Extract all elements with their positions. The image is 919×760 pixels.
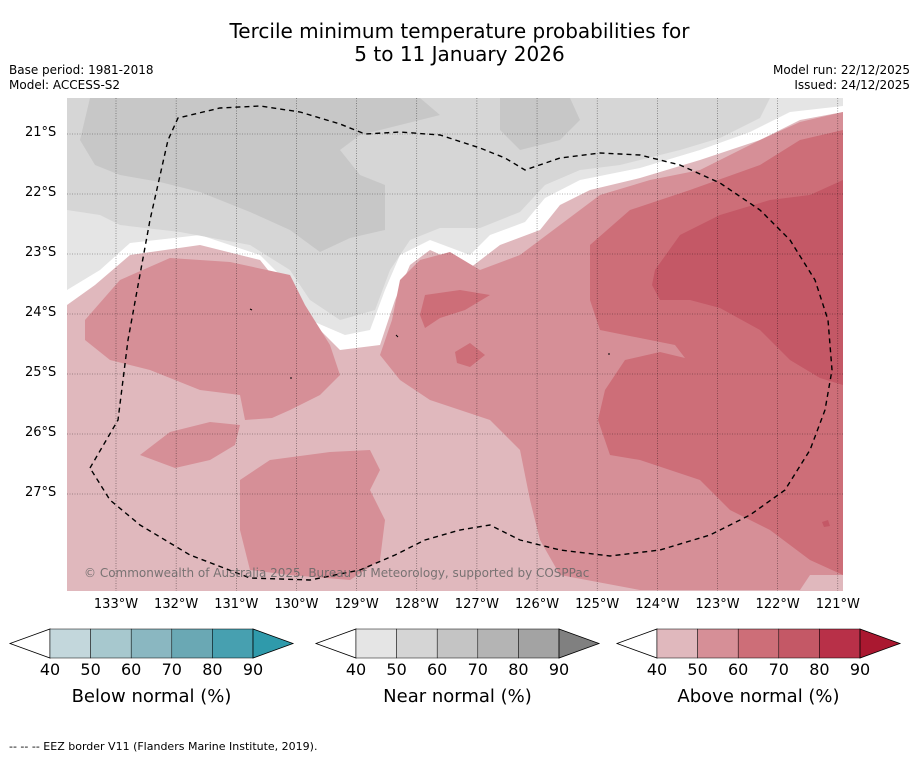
lon-tick-label: 129°W [334, 597, 379, 612]
lat-tick-label: 27°S [25, 485, 57, 500]
lon-tick-label: 126°W [514, 597, 560, 612]
colorbar-max-extension [859, 628, 902, 659]
colorbar-segment [90, 628, 132, 659]
lon-tick-label: 127°W [454, 597, 499, 612]
lon-tick-label: 122°W [755, 597, 800, 612]
lat-tick-label: 26°S [25, 425, 57, 440]
lon-tick-label: 123°W [695, 597, 740, 612]
region-above-60-patch2 [455, 343, 485, 367]
colorbar-segment [436, 628, 479, 659]
colorbar-tick-label: 80 [508, 660, 529, 679]
lon-tick-label: 128°W [394, 597, 439, 612]
region-above-50-left [85, 258, 340, 420]
issued-date: Issued: 24/12/2025 [794, 78, 910, 92]
lon-tick-label: 124°W [635, 597, 680, 612]
model-run: Model run: 22/12/2025 [772, 63, 910, 77]
colorbar-segment [477, 628, 519, 659]
colorbar-tick-label: 90 [548, 660, 570, 679]
graticule [67, 98, 843, 591]
colorbar-segment [819, 628, 861, 659]
colorbar [615, 628, 902, 659]
lat-tick-label: 22°S [25, 185, 57, 200]
colorbar-tick-label: 60 [121, 660, 142, 679]
colorbar-tick-label: 80 [202, 660, 223, 679]
colorbar-segment [396, 628, 438, 659]
footer-note: -- -- -- EEZ border V11 (Flanders Marine… [9, 740, 318, 753]
colorbar-tick-label: 60 [427, 660, 448, 679]
lat-tick-label: 21°S [25, 125, 57, 140]
colorbar-segment [518, 628, 560, 659]
lon-tick-label: 130°W [274, 597, 319, 612]
colorbar [8, 628, 295, 659]
lat-tick-label: 24°S [25, 305, 57, 320]
colorbar-title: Above normal (%) [677, 686, 840, 707]
lon-tick-label: 121°W [815, 597, 860, 612]
colorbar-legends [8, 628, 902, 659]
colorbar-segment [49, 628, 91, 659]
colorbar-max-extension [252, 628, 295, 659]
title-line-2: 5 to 11 January 2026 [354, 42, 565, 66]
colorbar-segment [171, 628, 213, 659]
colorbar-tick-label: 80 [809, 660, 830, 679]
colorbar-segment [656, 628, 698, 659]
lon-tick-label: 131°W [214, 597, 259, 612]
colorbar-min-extension [615, 628, 658, 659]
colorbar-tick-label: 40 [646, 660, 668, 679]
region-above-70-patch [822, 520, 830, 527]
eez-border [89, 105, 833, 581]
region-near-60b [500, 98, 580, 150]
colorbar [314, 628, 601, 659]
colorbar-tick-label: 60 [728, 660, 749, 679]
colorbar-segment [778, 628, 820, 659]
colorbar-min-extension [8, 628, 51, 659]
colorbar-tick-label: 40 [39, 660, 61, 679]
small-marker-3 [395, 334, 399, 338]
colorbar-min-extension [314, 628, 357, 659]
colorbar-segment [130, 628, 173, 659]
region-above-60-patch1 [420, 290, 490, 328]
colorbar-tick-label: 70 [161, 660, 182, 679]
colorbar-tick-label: 40 [345, 660, 367, 679]
colorbar-segment [355, 628, 397, 659]
copyright-notice: © Commonwealth of Australia 2025, Bureau… [84, 566, 589, 580]
lon-tick-label: 125°W [575, 597, 620, 612]
colorbar-title: Below normal (%) [71, 686, 232, 707]
colorbar-tick-label: 50 [386, 660, 407, 679]
model-name: Model: ACCESS-S2 [9, 78, 121, 92]
colorbar-segment [697, 628, 739, 659]
colorbar-segment [737, 628, 780, 659]
colorbar-tick-label: 90 [849, 660, 871, 679]
lon-tick-label: 132°W [154, 597, 199, 612]
title-line-1: Tercile minimum temperature probabilitie… [229, 19, 690, 43]
colorbar-tick-label: 70 [467, 660, 488, 679]
colorbar-title: Near normal (%) [383, 686, 532, 707]
region-above-50-south [240, 450, 385, 580]
lon-tick-label: 133°W [93, 597, 139, 612]
region-above-50-swpatch [140, 422, 240, 468]
colorbar-tick-label: 90 [242, 660, 264, 679]
colorbar-tick-label: 50 [80, 660, 101, 679]
base-period: Base period: 1981-2018 [9, 63, 154, 77]
colorbar-segment [212, 628, 254, 659]
colorbar-tick-label: 70 [768, 660, 789, 679]
colorbar-max-extension [558, 628, 601, 659]
region-above-70 [652, 180, 843, 385]
small-marker-1 [249, 308, 253, 311]
colorbar-tick-label: 50 [687, 660, 708, 679]
lat-tick-label: 25°S [25, 365, 57, 380]
lat-tick-label: 23°S [25, 245, 57, 260]
